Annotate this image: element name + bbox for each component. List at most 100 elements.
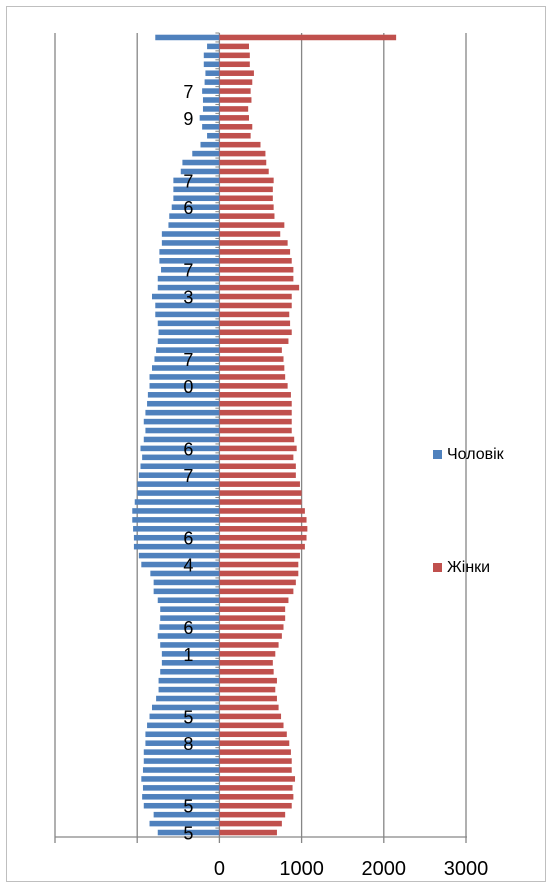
bar-men bbox=[145, 740, 220, 746]
bar-women bbox=[219, 588, 294, 595]
bar-men bbox=[157, 633, 220, 639]
bar-men bbox=[142, 785, 220, 791]
bar-men bbox=[160, 615, 220, 621]
category-label: 1 bbox=[183, 645, 193, 665]
bar-men bbox=[150, 570, 220, 577]
bar-women bbox=[219, 534, 307, 541]
bar-women bbox=[219, 240, 288, 246]
bar-men bbox=[142, 767, 220, 773]
category-label: 9 bbox=[183, 109, 193, 129]
bar-men bbox=[202, 97, 220, 103]
category-label: 6 bbox=[183, 439, 193, 459]
category-label: 6 bbox=[183, 198, 193, 218]
bar-women bbox=[219, 150, 266, 157]
bar-women bbox=[219, 668, 274, 675]
bar-women bbox=[219, 552, 300, 559]
bar-women bbox=[219, 499, 302, 505]
bar-men bbox=[137, 481, 220, 487]
bar-men bbox=[160, 668, 220, 675]
category-label: 6 bbox=[183, 618, 193, 638]
bar-women bbox=[219, 204, 274, 210]
bar-men bbox=[145, 427, 220, 434]
bar-men bbox=[158, 686, 220, 693]
bar-women bbox=[219, 785, 293, 791]
bar-women bbox=[219, 88, 251, 94]
bar-men bbox=[145, 731, 220, 738]
bar-men bbox=[171, 204, 220, 210]
bar-men bbox=[151, 293, 220, 300]
bar-men bbox=[134, 499, 220, 505]
bar-women bbox=[219, 713, 282, 720]
bar-men bbox=[142, 454, 220, 461]
bar-women bbox=[219, 124, 253, 130]
category-label: 4 bbox=[183, 556, 193, 576]
bar-women bbox=[219, 258, 292, 264]
bar-women bbox=[219, 266, 294, 273]
bar-men bbox=[138, 472, 220, 478]
bar-women bbox=[219, 802, 292, 809]
bar-women bbox=[219, 454, 294, 461]
bar-women bbox=[219, 52, 250, 59]
bar-men bbox=[145, 409, 220, 416]
bar-men bbox=[132, 508, 220, 514]
bar-women bbox=[219, 97, 252, 103]
bar-women bbox=[219, 472, 296, 478]
bar-men bbox=[155, 34, 220, 41]
bar-women bbox=[219, 356, 284, 362]
bar-women bbox=[219, 508, 305, 514]
bar-men bbox=[202, 106, 220, 112]
bar-women bbox=[219, 677, 277, 684]
bar-men bbox=[199, 115, 220, 121]
bar-men bbox=[161, 266, 220, 273]
bar-women bbox=[219, 347, 282, 353]
bar-men bbox=[151, 365, 220, 371]
bar-men bbox=[147, 400, 220, 407]
bar-men bbox=[159, 624, 220, 630]
bar-women bbox=[219, 34, 397, 41]
bar-women bbox=[219, 606, 286, 612]
bar-women bbox=[219, 231, 281, 237]
bar-women bbox=[219, 106, 249, 112]
bar-women bbox=[219, 79, 253, 85]
bar-women bbox=[219, 400, 292, 407]
bar-men bbox=[207, 43, 220, 50]
bar-women bbox=[219, 177, 274, 184]
category-label: 5 bbox=[183, 824, 193, 844]
axes bbox=[54, 32, 467, 843]
bar-men bbox=[204, 79, 220, 85]
bar-men bbox=[156, 695, 220, 702]
bar-women bbox=[219, 159, 267, 166]
bar-men bbox=[205, 70, 220, 76]
bar-women bbox=[219, 722, 284, 729]
bar-women bbox=[219, 284, 300, 291]
bar-men bbox=[158, 329, 220, 336]
category-labels: 5 5 8 5 1 6 4 6 7 6 0 7 3 7 6 7 9 7 bbox=[183, 82, 193, 843]
bar-men bbox=[141, 776, 220, 782]
bar-men bbox=[153, 588, 220, 595]
bar-women bbox=[219, 195, 273, 202]
bar-men bbox=[133, 543, 220, 550]
bar-women bbox=[219, 61, 250, 68]
bar-women bbox=[219, 651, 276, 657]
bar-men bbox=[160, 642, 220, 648]
bar-women bbox=[219, 249, 291, 255]
legend-label: Чоловік bbox=[447, 446, 505, 463]
bar-women bbox=[219, 811, 286, 818]
bar-men bbox=[143, 436, 220, 443]
bar-men bbox=[159, 258, 220, 264]
bar-women bbox=[219, 365, 285, 371]
category-label: 7 bbox=[183, 261, 193, 281]
bar-women bbox=[219, 132, 251, 139]
category-label: 6 bbox=[183, 529, 193, 549]
bar-women bbox=[219, 740, 290, 746]
bar-men bbox=[202, 88, 220, 94]
bar-women bbox=[219, 275, 294, 282]
bar-men bbox=[200, 141, 220, 148]
bar-women bbox=[219, 418, 292, 425]
bar-men bbox=[173, 177, 220, 184]
bar-women bbox=[219, 141, 261, 148]
bar-women bbox=[219, 213, 275, 219]
bar-men bbox=[203, 52, 220, 59]
bar-men bbox=[157, 284, 220, 291]
bar-men bbox=[158, 677, 220, 684]
